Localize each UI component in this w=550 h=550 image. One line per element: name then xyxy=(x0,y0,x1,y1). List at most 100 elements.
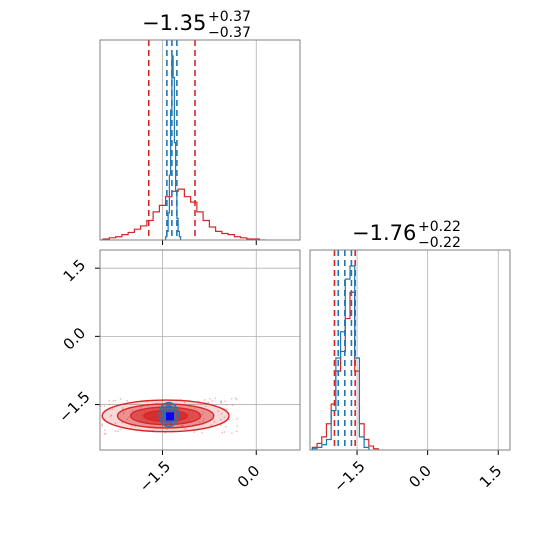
histogram-step xyxy=(311,265,370,450)
scatter-point xyxy=(210,424,213,426)
scatter-point xyxy=(166,428,168,431)
y-tick-label: 0.0 xyxy=(60,324,90,354)
scatter-point xyxy=(112,399,115,402)
scatter-point xyxy=(108,403,111,406)
title-lower: −0.22 xyxy=(418,235,461,251)
plot-area xyxy=(100,40,266,240)
scatter-point xyxy=(220,418,222,421)
scatter-point xyxy=(132,409,134,412)
scatter-point xyxy=(230,398,233,400)
scatter-point xyxy=(203,418,205,420)
scatter-point xyxy=(100,405,102,408)
scatter-point xyxy=(140,406,142,408)
scatter-point xyxy=(183,401,186,404)
scatter-point xyxy=(111,408,114,410)
scatter-point xyxy=(231,432,233,434)
scatter-point xyxy=(101,423,103,425)
scatter-point xyxy=(117,430,119,432)
scatter-point xyxy=(185,428,188,430)
plot-area xyxy=(93,250,300,450)
scatter-point xyxy=(183,427,186,430)
scatter-point xyxy=(220,401,222,403)
scatter-point xyxy=(114,430,117,432)
scatter-point xyxy=(235,398,238,401)
scatter-point xyxy=(120,428,122,430)
scatter-point xyxy=(236,417,238,420)
scatter-point xyxy=(121,421,123,424)
scatter-point xyxy=(220,412,223,415)
scatter-point xyxy=(209,398,211,400)
scatter-point xyxy=(181,424,183,427)
x-tick-label: 0.0 xyxy=(234,462,264,492)
x-tick-label: −1.5 xyxy=(136,457,174,495)
panel-bottom-left: −1.5 0.0 −1.5 0.0 1.5 xyxy=(55,249,301,496)
scatter-point xyxy=(98,428,100,430)
scatter-point xyxy=(213,421,216,423)
scatter-point xyxy=(223,416,226,419)
scatter-point xyxy=(223,431,226,433)
y-tick-label: −1.5 xyxy=(55,388,93,426)
scatter-point xyxy=(236,430,238,433)
scatter-point xyxy=(231,404,234,406)
scatter-point xyxy=(122,411,125,414)
scatter-point xyxy=(101,424,104,427)
x-tick-label: 0.0 xyxy=(405,462,435,492)
scatter-point xyxy=(121,407,124,409)
scatter-point xyxy=(234,397,237,399)
scatter-point xyxy=(220,400,223,403)
scatter-point xyxy=(127,416,130,419)
panel-frame xyxy=(99,39,301,241)
scatter-point xyxy=(214,397,217,400)
scatter-point xyxy=(103,405,106,407)
scatter-point xyxy=(110,414,112,417)
scatter-point xyxy=(220,402,222,404)
panel-frame xyxy=(99,249,301,451)
scatter-point xyxy=(126,399,129,402)
truth-marker xyxy=(166,412,174,421)
title-upper: +0.22 xyxy=(418,219,461,235)
scatter-point xyxy=(219,424,222,427)
scatter-point xyxy=(96,401,98,403)
scatter-point xyxy=(114,399,117,402)
title-lower: −0.37 xyxy=(208,25,251,41)
scatter-point xyxy=(93,433,95,435)
scatter-point xyxy=(193,407,196,410)
histogram-step xyxy=(100,188,266,240)
scatter-point xyxy=(217,410,219,412)
scatter-point xyxy=(224,400,226,403)
histogram-step xyxy=(165,55,182,240)
title-value: −1.35 xyxy=(142,11,206,35)
scatter-point xyxy=(228,418,230,421)
scatter-point xyxy=(221,431,224,434)
scatter-point xyxy=(201,432,203,434)
panel-bottom-right: −1.5 0.0 1.5 −1.76 +0.22 −0.22 xyxy=(309,219,511,496)
scatter-point xyxy=(198,421,201,423)
scatter-point xyxy=(225,404,228,406)
y-tick-label: 1.5 xyxy=(60,256,90,286)
scatter-point xyxy=(201,420,204,422)
scatter-point xyxy=(104,432,107,435)
scatter-point xyxy=(104,429,106,431)
scatter-point xyxy=(225,408,228,410)
plot-area xyxy=(311,250,499,450)
scatter-point xyxy=(114,422,117,424)
scatter-point xyxy=(181,424,184,427)
scatter-point xyxy=(94,424,96,426)
scatter-point xyxy=(211,400,214,402)
scatter-point xyxy=(201,413,204,416)
scatter-point xyxy=(236,425,239,427)
scatter-point xyxy=(119,398,122,400)
panel-frame xyxy=(309,249,511,451)
scatter-point xyxy=(204,399,206,401)
x-tick-label: −1.5 xyxy=(330,457,368,495)
scatter-point xyxy=(103,433,106,435)
panel-title: −1.76 +0.22 −0.22 xyxy=(352,219,461,251)
scatter-point xyxy=(193,431,196,433)
scatter-point xyxy=(131,425,133,427)
title-value: −1.76 xyxy=(352,221,416,245)
scatter-point xyxy=(202,411,205,414)
panel-title: −1.35 +0.37 −0.37 xyxy=(142,9,251,41)
panel-top-left: −1.35 +0.37 −0.37 xyxy=(99,9,301,245)
x-tick-label: 1.5 xyxy=(476,462,506,492)
